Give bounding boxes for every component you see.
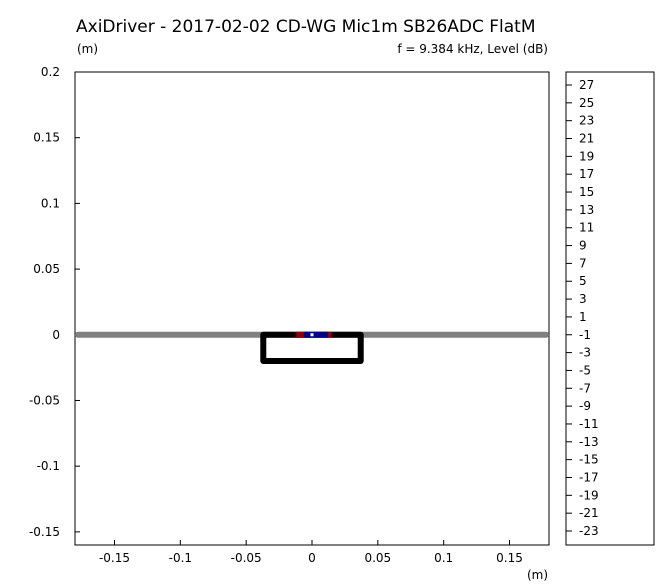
y-tick-label: 0.1 [41,196,60,210]
y-tick-label: 0 [52,328,60,342]
x-axis: -0.15 -0.1 -0.05 0 0.05 0.1 0.15 [99,540,523,565]
x-tick-label: -0.15 [99,551,130,565]
center-marker [310,333,314,337]
x-tick-label: 0 [308,551,316,565]
y-tick-label: -0.15 [29,525,60,539]
colorbar-tick-label: 17 [579,167,594,181]
y-axis-unit-label: (m) [77,42,99,56]
colorbar-tick-label: -7 [579,381,591,395]
x-tick-label: -0.05 [231,551,262,565]
colorbar-tick-label: 3 [579,292,587,306]
y-tick-label: 0.05 [33,262,60,276]
colorbar-tick-label: -19 [579,488,599,502]
colorbar-tick-label: 23 [579,114,594,128]
plot-frame [74,71,550,546]
colorbar-tick-label: -21 [579,506,599,520]
colorbar-tick-label: -3 [579,346,591,360]
colorbar-tick-label: 27 [579,78,594,92]
colorbar-tick-label: -23 [579,524,599,538]
colorbar-tick-label: -17 [579,470,599,484]
colorbar-tick-label: -11 [579,417,599,431]
y-tick-label: 0.15 [33,131,60,145]
colorbar-tick-label: -9 [579,399,591,413]
colorbar-frame [565,71,655,546]
colorbar: 27 25 23 21 19 17 15 13 11 9 7 5 3 1 -1 -3 -5 -7 -9 -11 -13 -… [566,78,599,538]
colorbar-tick-label: -15 [579,453,599,467]
colorbar-tick-label: 9 [579,239,587,253]
x-tick-label: 0.1 [434,551,453,565]
colorbar-tick-label: -1 [579,328,591,342]
colorbar-tick-label: 15 [579,185,594,199]
x-axis-unit-label: (m) [527,568,549,582]
x-tick-label: -0.1 [169,551,192,565]
x-tick-label: 0.15 [496,551,523,565]
colorbar-tick-label: -13 [579,435,599,449]
y-tick-label: 0.2 [41,65,60,79]
y-tick-label: -0.05 [29,393,60,407]
colorbar-tick-label: 21 [579,132,594,146]
colorbar-tick-label: 7 [579,256,587,270]
plot-area [75,331,549,365]
y-axis: 0.2 0.15 0.1 0.05 0 -0.05 -0.1 -0.15 [29,65,80,539]
colorbar-tick-label: -5 [579,363,591,377]
colorbar-tick-label: 13 [579,203,594,217]
colorbar-tick-label: 25 [579,96,594,110]
y-tick-label: -0.1 [37,459,60,473]
chart-subtitle: f = 9.384 kHz, Level (dB) [397,42,548,56]
colorbar-tick-label: 5 [579,274,587,288]
colorbar-tick-label: 19 [579,149,594,163]
x-tick-label: 0.05 [364,551,391,565]
chart-title: AxiDriver - 2017-02-02 CD-WG Mic1m SB26A… [76,17,536,37]
colorbar-tick-label: 1 [579,310,587,324]
colorbar-tick-label: 11 [579,221,594,235]
